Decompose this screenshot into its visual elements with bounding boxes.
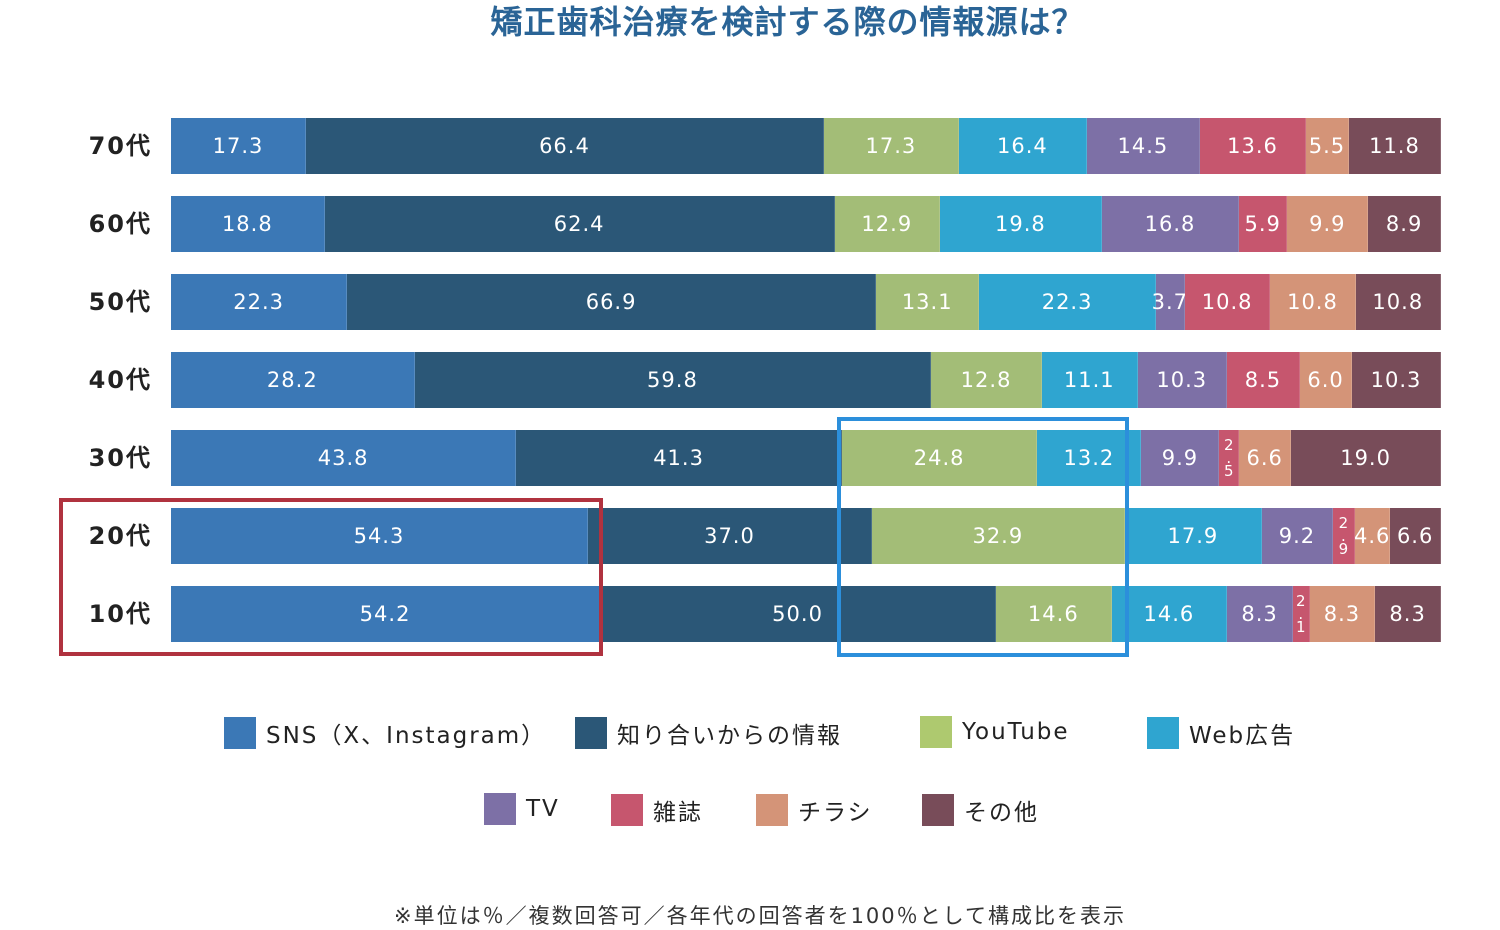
- bar-segment: 16.4: [958, 118, 1087, 174]
- row-label: 70代: [88, 132, 152, 160]
- bar-segment: 37.0: [587, 508, 873, 564]
- bar-segment: 28.2: [171, 352, 415, 408]
- row-label: 50代: [88, 288, 152, 316]
- bar-segment: 18.8: [171, 196, 325, 252]
- bar-segment: 43.8: [171, 430, 517, 486]
- legend-swatch: [484, 793, 516, 825]
- row-label: 20代: [88, 522, 152, 550]
- bar-segment: 11.1: [1041, 352, 1138, 408]
- row-label: 60代: [88, 210, 152, 238]
- footnote: ※単位は％／複数回答可／各年代の回答者を100％として構成比を表示: [393, 904, 1127, 928]
- bar-segment: 12.8: [931, 352, 1042, 408]
- bar-segment: 8.3: [1309, 586, 1376, 642]
- legend-label: チラシ: [798, 800, 873, 826]
- legend-swatch: [575, 717, 607, 749]
- legend-swatch: [756, 794, 788, 826]
- bar-segment: 9.9: [1141, 430, 1220, 486]
- bar-segment: 10.8: [1355, 274, 1441, 330]
- bar-segment: 41.3: [516, 430, 842, 486]
- legend-label: その他: [964, 800, 1039, 826]
- bar-segment: 17.9: [1124, 508, 1263, 564]
- legend-label: Web広告: [1189, 723, 1296, 749]
- bar-segment: 5.9: [1239, 196, 1288, 252]
- row-label: 40代: [88, 366, 152, 394]
- bar-segment: 11.8: [1348, 118, 1441, 174]
- legend-swatch: [1147, 717, 1179, 749]
- legend-label: 雑誌: [653, 800, 703, 826]
- bar-segment: 12.9: [834, 196, 941, 252]
- bar-segment: 32.9: [872, 508, 1125, 564]
- legend-swatch: [920, 716, 952, 748]
- legend-label: YouTube: [962, 719, 1070, 745]
- legend-item: TV: [484, 793, 560, 825]
- legend-swatch: [611, 794, 643, 826]
- row-label: 30代: [88, 444, 152, 472]
- legend-item: YouTube: [920, 716, 1070, 748]
- bar-segment: 17.3: [823, 118, 959, 174]
- bar-segment: 19.8: [940, 196, 1102, 252]
- bar-segment: 14.6: [996, 586, 1112, 642]
- bar-segment: 6.6: [1390, 508, 1441, 564]
- chart-title: 矯正歯科治療を検討する際の情報源は？: [490, 3, 1085, 41]
- bar-segment: 9.9: [1287, 196, 1369, 252]
- bar-segment: 13.6: [1199, 118, 1307, 174]
- bar-segment: 54.3: [171, 508, 588, 564]
- legend-item: Web広告: [1147, 716, 1295, 750]
- bar-segment: 10.8: [1270, 274, 1356, 330]
- bar-segment: 66.9: [347, 274, 876, 330]
- legend-item: 雑誌: [611, 793, 703, 827]
- bar-segment: 9.2: [1262, 508, 1333, 564]
- legend-swatch: [922, 794, 954, 826]
- legend-item: SNS（X、Instagram）: [224, 716, 546, 750]
- bar-segment: 66.4: [305, 118, 824, 174]
- bar-segment: 2 . 9: [1332, 508, 1355, 564]
- bar-segment: 54.2: [171, 586, 601, 642]
- bar-segment: 2 . 5: [1219, 430, 1240, 486]
- legend-item: 知り合いからの情報: [575, 716, 842, 750]
- bar-segment: 62.4: [324, 196, 835, 252]
- bar-segment: 22.3: [171, 274, 348, 330]
- bar-segment: 13.2: [1037, 430, 1142, 486]
- bar-segment: 2 . 1: [1292, 586, 1310, 642]
- bar-segment: 4.6: [1354, 508, 1391, 564]
- bar-segment: 6.0: [1300, 352, 1352, 408]
- bar-segment: 8.5: [1226, 352, 1301, 408]
- bar-segment: 16.8: [1101, 196, 1240, 252]
- legend-label: TV: [526, 796, 560, 822]
- bar-segment: 19.0: [1291, 430, 1441, 486]
- bar-segment: 5.5: [1306, 118, 1349, 174]
- bar-segment: 6.6: [1239, 430, 1292, 486]
- bar-segment: 17.3: [171, 118, 306, 174]
- bar-segment: 50.0: [600, 586, 996, 642]
- bar-segment: 10.3: [1137, 352, 1227, 408]
- bar-segment: 10.3: [1352, 352, 1441, 408]
- bar-segment: 22.3: [979, 274, 1156, 330]
- legend-label: SNS（X、Instagram）: [266, 723, 547, 749]
- highlight-box-sns: [59, 498, 603, 656]
- highlight-box-youtube: [837, 417, 1129, 657]
- bar-segment: 24.8: [841, 430, 1038, 486]
- bar-segment: 8.3: [1375, 586, 1441, 642]
- bar-segment: 10.8: [1184, 274, 1271, 330]
- legend-swatch: [224, 717, 256, 749]
- legend-label: 知り合いからの情報: [617, 723, 842, 749]
- bar-segment: 14.5: [1086, 118, 1200, 174]
- bar-segment: 3.7: [1152, 274, 1187, 330]
- bar-segment: 59.8: [414, 352, 932, 408]
- legend-item: その他: [922, 793, 1039, 827]
- bar-segment: 13.1: [875, 274, 980, 330]
- bar-segment: 8.3: [1227, 586, 1293, 642]
- bar-segment: 14.6: [1111, 586, 1228, 642]
- bar-segment: 8.9: [1368, 196, 1441, 252]
- row-label: 10代: [88, 600, 152, 628]
- legend-item: チラシ: [756, 793, 873, 827]
